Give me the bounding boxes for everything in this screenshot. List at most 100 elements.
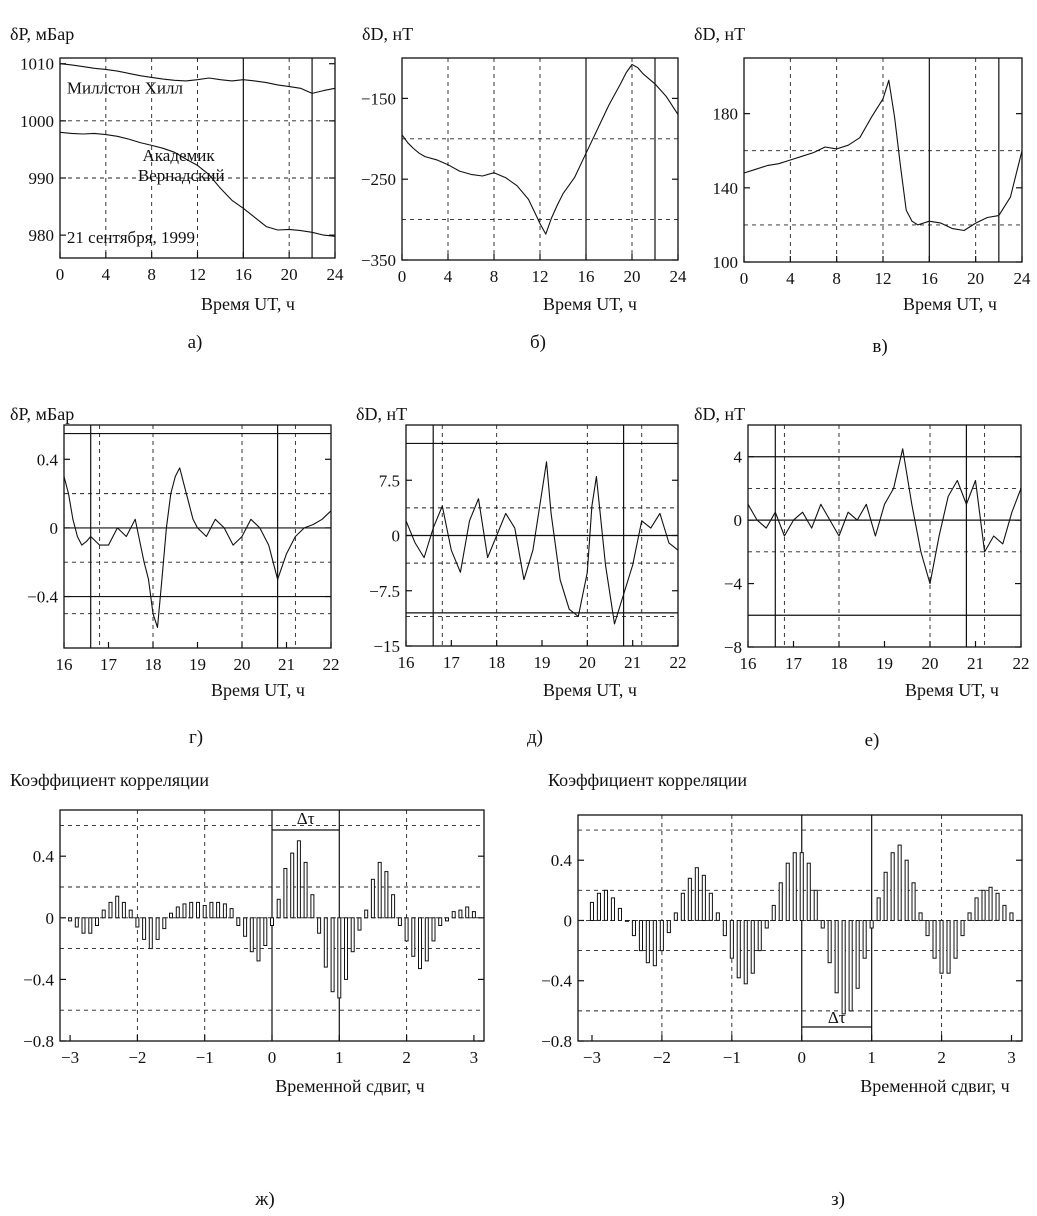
x-tick-label: 0 (797, 1048, 806, 1067)
x-tick-label: 20 (922, 654, 939, 673)
correlation-bar (855, 920, 860, 989)
correlation-bar (974, 897, 979, 922)
correlation-bar (418, 917, 422, 970)
y-tick-label: 1000 (20, 112, 54, 131)
correlation-bar (736, 920, 741, 979)
x-tick-label: 19 (534, 653, 551, 672)
panel-label: б) (530, 332, 546, 353)
x-tick-label: 24 (327, 265, 345, 284)
correlation-bar (701, 874, 706, 921)
x-tick-label: −2 (653, 1048, 671, 1067)
correlation-bar (337, 917, 342, 999)
correlation-bar (229, 908, 234, 919)
correlation-bar (953, 920, 958, 959)
correlation-bar (344, 917, 348, 980)
x-tick-label: 20 (234, 655, 251, 674)
correlation-bar (458, 909, 463, 919)
y-tick-label: 980 (29, 226, 55, 245)
panel-v: 0 4 8 12 16 20 24 180 140 100 δD, нТ Время UT, ч в) (694, 24, 1031, 357)
x-tick-label: 3 (470, 1048, 479, 1067)
correlation-bar (121, 901, 126, 919)
correlation-bar (862, 920, 867, 959)
x-axis-label: Время UT, ч (905, 680, 999, 700)
panel-zh: −3 −2 −1 0 1 2 3 0.4 0 −0.4 −0.8 Δτ Коэффициент корр… (10, 770, 485, 1210)
correlation-bar (256, 917, 261, 962)
annotation-text: 21 сентября, 1999 (67, 228, 195, 247)
x-tick-label: 1 (867, 1048, 876, 1067)
correlation-bar (243, 917, 248, 937)
correlation-bar (799, 852, 804, 922)
x-tick-label: 20 (967, 269, 984, 288)
x-tick-label: 0 (56, 265, 65, 284)
y-tick-label: 140 (713, 179, 739, 198)
correlation-bar (617, 907, 623, 922)
correlation-bar (350, 917, 355, 953)
correlation-bar (317, 917, 322, 934)
correlation-bar (995, 892, 1000, 921)
x-tick-label: 20 (624, 267, 641, 286)
y-tick-label: 100 (713, 253, 739, 272)
y-tick-label: 0 (46, 909, 55, 928)
y-axis-label: δD, нТ (694, 24, 745, 44)
x-tick-label: 1 (335, 1048, 344, 1067)
plot-frame (747, 424, 1022, 648)
correlation-bar (904, 859, 909, 922)
y-tick-label: −4 (724, 575, 743, 594)
x-tick-label: 22 (323, 655, 340, 674)
correlation-bar (911, 882, 916, 921)
correlation-bar (729, 920, 734, 959)
annotation-text: Миллстон Хилл (67, 78, 184, 97)
panel-e: 16 17 18 19 20 21 22 4 0 −4 −8 δD, нТ Время UT, ч е) (694, 404, 1030, 751)
y-tick-label: −250 (361, 170, 396, 189)
panel-label: ж) (254, 1189, 274, 1210)
panel-d: 16 17 18 19 20 21 22 7.5 0 −7.5 −15 δD, нТ Время UT,… (356, 404, 687, 748)
correlation-bar (148, 917, 153, 950)
x-tick-label: −2 (128, 1048, 146, 1067)
y-tick-label: 0 (392, 527, 401, 546)
correlation-bar (652, 920, 657, 967)
series-line-1 (401, 63, 679, 235)
correlation-bar (792, 852, 797, 922)
y-tick-label: 0.4 (551, 851, 573, 870)
correlation-bar (771, 904, 776, 922)
correlation-bar (764, 920, 769, 929)
x-tick-label: −3 (61, 1048, 79, 1067)
correlation-bar (162, 917, 167, 930)
correlation-bar (939, 920, 944, 974)
correlation-bar (708, 892, 713, 921)
y-tick-label: −350 (361, 251, 396, 270)
panel-z: −3 −2 −1 0 1 2 3 0.4 0 −0.4 −0.8 Δτ Коэффициент корр… (541, 770, 1023, 1210)
correlation-bar (270, 917, 274, 926)
correlation-bar (88, 917, 93, 934)
correlation-bar (848, 920, 853, 1012)
correlation-bar (722, 920, 727, 937)
correlation-bar (603, 889, 609, 921)
x-tick-label: 18 (488, 653, 505, 672)
correlation-bar (209, 901, 214, 919)
x-tick-label: 17 (443, 653, 461, 672)
x-tick-label: 12 (189, 265, 206, 284)
correlation-bar (330, 917, 335, 993)
correlation-bar (813, 889, 818, 921)
correlation-bar (283, 868, 288, 919)
correlation-bar (249, 917, 254, 953)
correlation-bar (169, 912, 173, 919)
x-tick-label: 16 (921, 269, 938, 288)
x-tick-label: 3 (1007, 1048, 1016, 1067)
plot-frame (577, 814, 1023, 1042)
correlation-bar (1009, 912, 1014, 921)
correlation-bar (276, 898, 281, 919)
series-line-1 (747, 448, 1022, 585)
correlation-bar (806, 862, 811, 922)
correlation-bar (757, 920, 762, 952)
panel-label: з) (831, 1189, 845, 1210)
y-tick-label: 4 (734, 448, 743, 467)
panel-label: е) (865, 730, 880, 751)
y-tick-label: 0 (50, 519, 59, 538)
correlation-bar (589, 901, 595, 922)
correlation-bar (357, 917, 362, 931)
correlation-bar (445, 917, 449, 922)
y-axis-label: δD, нТ (356, 404, 407, 424)
x-tick-label: 22 (1013, 654, 1030, 673)
x-axis-label: Временной сдвиг, ч (860, 1076, 1009, 1096)
